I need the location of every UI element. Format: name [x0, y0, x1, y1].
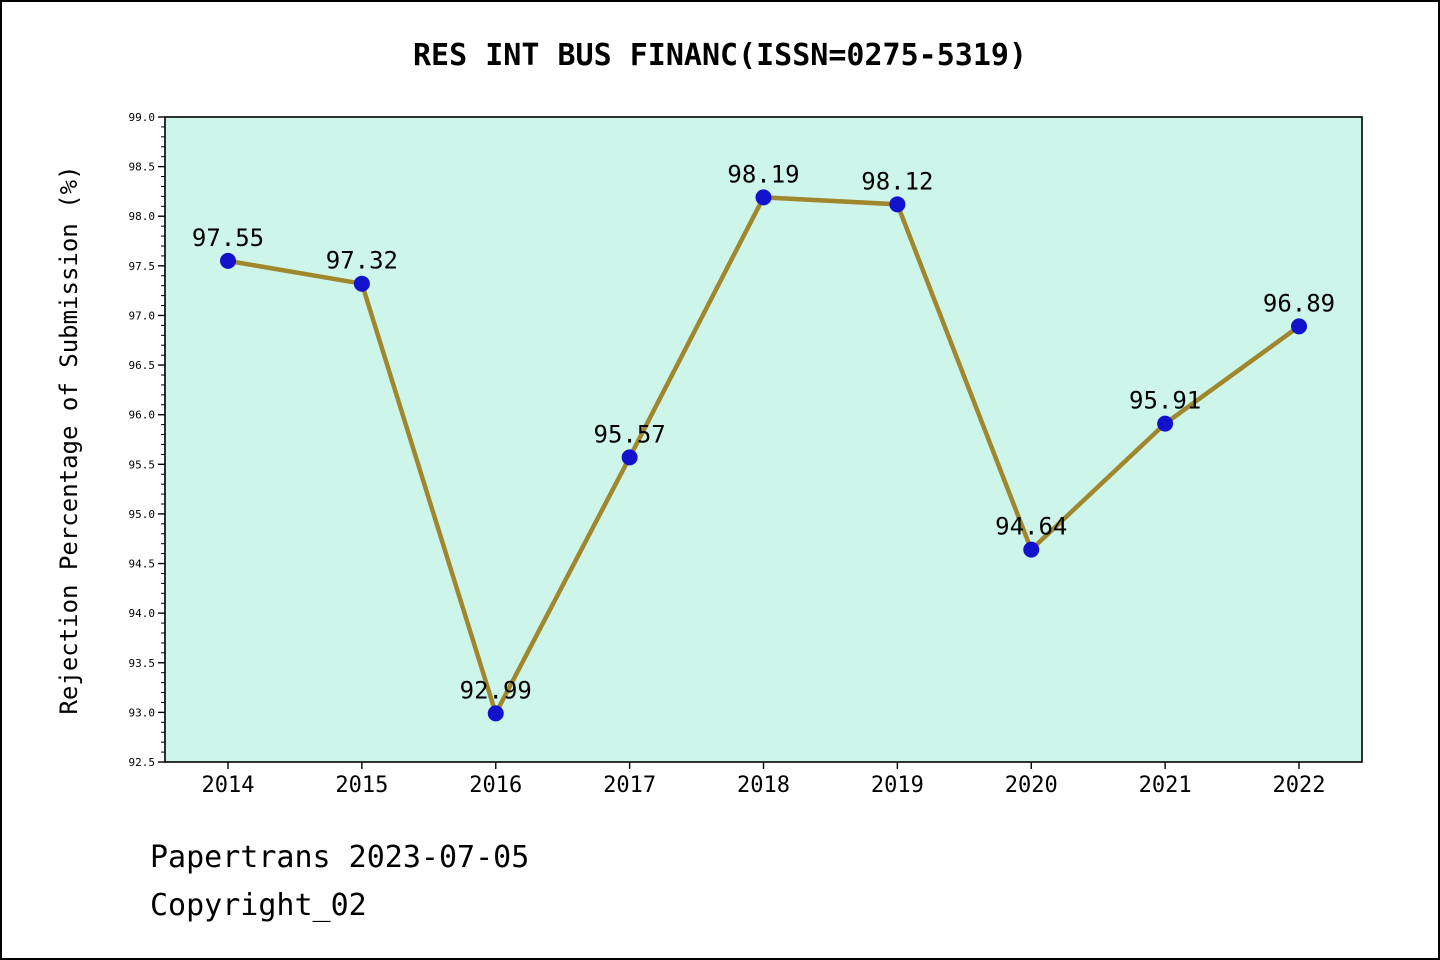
data-point [621, 449, 638, 466]
y-tick-label: 97.5 [129, 260, 156, 273]
data-point [1023, 541, 1040, 558]
x-tick-label: 2014 [202, 773, 255, 798]
y-tick-label: 99.0 [129, 111, 156, 124]
x-tick-label: 2021 [1139, 773, 1192, 798]
y-tick-label: 95.5 [129, 458, 156, 471]
data-point-label: 95.91 [1129, 387, 1201, 415]
data-point-label: 94.64 [995, 513, 1067, 541]
footer-source-date: Papertrans 2023-07-05 [150, 840, 530, 875]
x-tick-label: 2015 [335, 773, 388, 798]
data-point-label: 95.57 [594, 420, 666, 448]
y-tick-label: 94.5 [129, 558, 156, 571]
y-tick-label: 93.5 [129, 657, 156, 670]
data-point-label: 92.99 [460, 676, 532, 704]
y-tick-label: 93.0 [129, 706, 156, 719]
data-point [1291, 318, 1307, 335]
footer-copyright: Copyright_02 [150, 888, 367, 923]
y-tick-label: 98.0 [129, 210, 156, 223]
plot-background [165, 117, 1362, 762]
x-tick-label: 2022 [1273, 773, 1326, 798]
plot-border [164, 116, 1363, 763]
x-tick-label: 2020 [1005, 773, 1058, 798]
x-tick-label: 2019 [871, 773, 924, 798]
x-tick-label: 2017 [603, 773, 656, 798]
data-point [487, 705, 504, 722]
y-tick-label: 95.0 [129, 508, 156, 521]
y-tick-label: 96.5 [129, 359, 156, 372]
data-point [353, 275, 370, 292]
y-tick-label: 92.5 [129, 756, 156, 769]
data-point-label: 96.89 [1263, 289, 1335, 317]
chart-title: RES INT BUS FINANC(ISSN=0275-5319) [412, 38, 1028, 73]
x-tick-label: 2016 [469, 773, 522, 798]
data-point-label: 98.19 [727, 160, 799, 188]
plot-area: 92.5 93.0 93.5 94.0 94.5 95.0 95.5 96.0 96.5 97.0… [129, 111, 1363, 798]
y-axis-label: Rejection Percentage of Submission (%) [55, 165, 83, 714]
data-point [889, 196, 906, 213]
data-point [1157, 415, 1174, 432]
data-point [220, 252, 236, 269]
data-point-label: 98.12 [861, 167, 933, 195]
data-point-label: 97.32 [326, 247, 398, 275]
y-tick-label: 98.5 [129, 161, 156, 174]
data-point-label: 97.55 [192, 224, 264, 252]
y-tick-label: 97.0 [129, 309, 156, 322]
data-point [755, 189, 772, 206]
y-tick-label: 96.0 [129, 409, 156, 422]
x-tick-label: 2018 [737, 773, 790, 798]
y-tick-label: 94.0 [129, 607, 156, 620]
